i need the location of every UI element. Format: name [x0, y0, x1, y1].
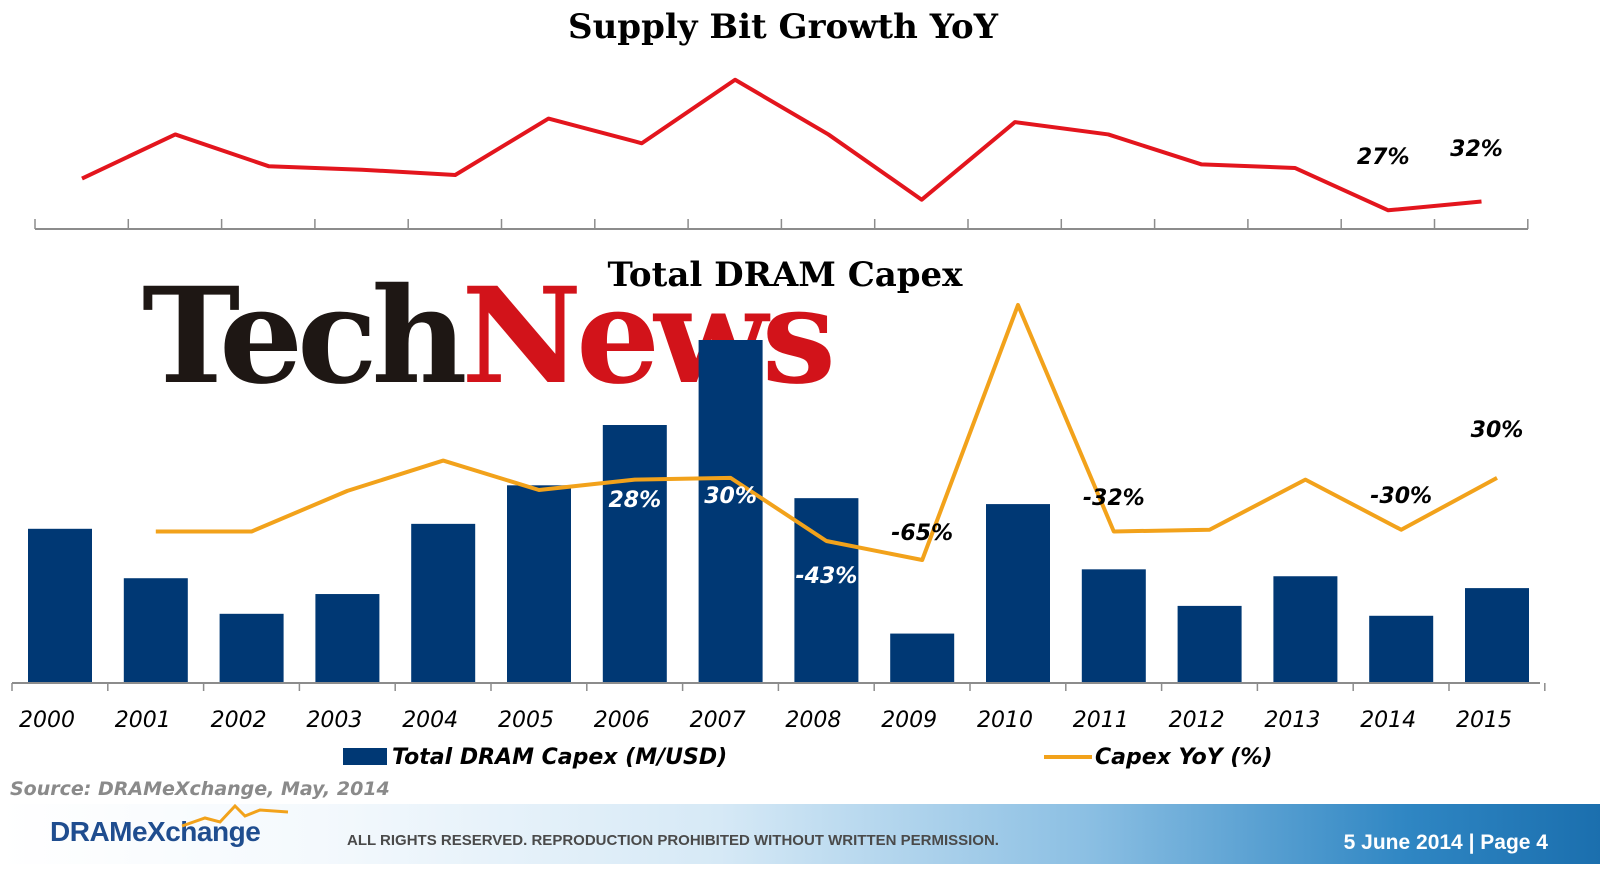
capex-legend: Total DRAM Capex (M/USD) Capex YoY (%) — [343, 745, 1272, 770]
supply-data-label: 27% — [1357, 145, 1410, 170]
capex-x-tick-label: 2013 — [1264, 708, 1320, 733]
capex-x-tick-labels: 2000 2001 2002 2003 2004 2005 2006 2007 2008 2009… — [19, 708, 1512, 733]
svg-text:TechNews: TechNews — [142, 259, 831, 414]
capex-bar — [1273, 576, 1338, 683]
capex-bars — [28, 340, 1529, 683]
capex-x-tick-label: 2006 — [594, 708, 650, 733]
capex-x-tick-label: 2014 — [1360, 708, 1416, 733]
supply-chart-axis — [34, 219, 1529, 230]
capex-yoy-line — [155, 303, 1498, 562]
capex-data-label: 30% — [1471, 418, 1524, 443]
capex-bar — [507, 485, 571, 683]
capex-data-label: -65% — [891, 521, 953, 546]
supply-chart-title: Supply Bit Growth YoY — [568, 7, 999, 47]
capex-x-tick-label: 2011 — [1073, 708, 1129, 733]
legend-label-capex: Total DRAM Capex (M/USD) — [392, 745, 727, 770]
capex-data-label: -43% — [796, 564, 858, 589]
capex-x-tick-label: 2004 — [402, 708, 458, 733]
capex-bar — [1081, 569, 1146, 683]
capex-bar — [411, 523, 476, 683]
capex-x-tick-label: 2009 — [881, 708, 937, 733]
capex-bar — [602, 425, 667, 683]
capex-bar — [890, 633, 955, 683]
capex-bar — [1465, 588, 1529, 683]
capex-bar — [986, 504, 1050, 683]
supply-data-label: 32% — [1450, 137, 1503, 162]
rights-notice: ALL RIGHTS RESERVED. REPRODUCTION PROHIB… — [347, 832, 999, 849]
capex-bar — [219, 613, 284, 683]
capex-x-tick-label: 2002 — [211, 708, 267, 733]
technews-watermark-logo: TechNews — [142, 259, 837, 414]
capex-bar — [1369, 615, 1434, 683]
legend-swatch-capex-bar — [343, 748, 387, 765]
capex-chart-axis — [11, 682, 1546, 691]
source-note: Source: DRAMeXchange, May, 2014 — [10, 778, 390, 800]
capex-x-tick-label: 2001 — [115, 708, 171, 733]
date-and-page-number: 5 June 2014 | Page 4 — [1343, 831, 1548, 854]
capex-x-tick-label: 2010 — [977, 708, 1033, 733]
supply-bit-growth-chart: Supply Bit Growth YoY 27% 32% — [34, 7, 1529, 230]
capex-bar — [698, 340, 763, 683]
capex-data-label: 30% — [704, 484, 757, 509]
capex-x-tick-label: 2003 — [306, 708, 362, 733]
capex-x-tick-label: 2005 — [498, 708, 554, 733]
capex-x-tick-label: 2012 — [1169, 708, 1225, 733]
dram-capex-chart: Total DRAM Capex 28% 30% -43% -65% -32% -30% 3… — [11, 255, 1546, 770]
capex-bar — [123, 578, 188, 683]
capex-x-tick-label: 2007 — [690, 708, 746, 733]
capex-bar — [28, 528, 92, 683]
legend-label-yoy: Capex YoY (%) — [1095, 745, 1272, 770]
capex-data-labels: 28% 30% -43% -65% -32% -30% 30% — [608, 418, 1523, 589]
capex-data-label: -30% — [1370, 484, 1432, 509]
footer-bar — [0, 804, 1600, 864]
capex-x-tick-label: 2008 — [785, 708, 841, 733]
supply-data-labels: 27% 32% — [1357, 137, 1503, 170]
capex-x-tick-label: 2015 — [1456, 708, 1512, 733]
watermark-part-1: Tech — [142, 259, 464, 414]
dramexchange-logo: DRAMeXchange — [50, 816, 261, 847]
capex-data-label: -32% — [1083, 486, 1145, 511]
capex-bar — [315, 594, 380, 683]
watermark-part-2: News — [461, 259, 830, 414]
capex-data-label: 28% — [608, 488, 661, 513]
capex-x-tick-label: 2000 — [19, 708, 75, 733]
logo-swoosh-icon — [181, 803, 289, 828]
capex-chart-title: Total DRAM Capex — [608, 255, 964, 295]
capex-bar — [1177, 605, 1242, 683]
supply-growth-line — [81, 77, 1482, 213]
